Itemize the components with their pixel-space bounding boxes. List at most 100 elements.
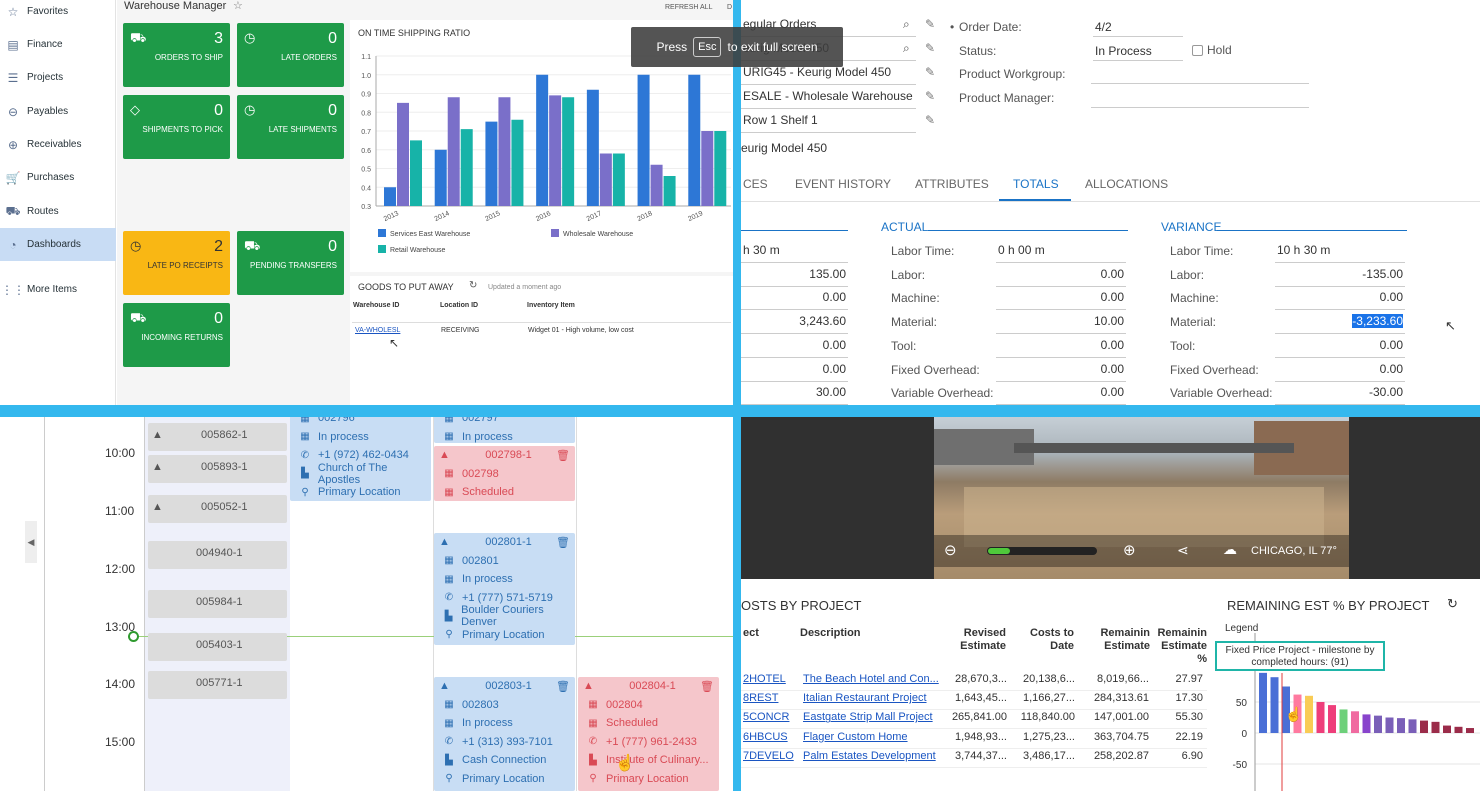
bar[interactable] bbox=[714, 131, 727, 206]
bar[interactable] bbox=[1362, 714, 1371, 733]
bar[interactable] bbox=[637, 74, 650, 206]
bar[interactable] bbox=[1351, 711, 1359, 733]
actual-value[interactable]: 0 h 00 m bbox=[996, 243, 1126, 263]
variance-value[interactable]: 0.00 bbox=[1275, 362, 1405, 382]
bar[interactable] bbox=[650, 164, 663, 206]
zoom-out-icon[interactable]: ⊖ bbox=[944, 542, 957, 559]
appointment-gray[interactable]: 004940-1 bbox=[148, 541, 287, 569]
refresh-icon[interactable]: ↻ bbox=[1447, 596, 1458, 611]
bar[interactable] bbox=[434, 149, 447, 206]
refresh-icon[interactable]: ↻ bbox=[469, 280, 478, 291]
actual-value[interactable]: 0.00 bbox=[996, 338, 1126, 358]
variance-value[interactable]: -30.00 bbox=[1275, 385, 1405, 405]
appointment-gray[interactable]: 005984-1 bbox=[148, 590, 287, 618]
project-description-link[interactable]: Eastgate Strip Mall Project bbox=[803, 711, 933, 724]
actual-value[interactable]: 0.00 bbox=[996, 362, 1126, 382]
bar[interactable] bbox=[1339, 709, 1348, 733]
tab-attributes[interactable]: ATTRIBUTES bbox=[915, 177, 989, 191]
order-date-field[interactable]: 4/2 bbox=[1093, 17, 1183, 37]
estimated-value[interactable]: 30.00 bbox=[741, 385, 848, 405]
appointment-card[interactable]: ▲ 002798-1 🗑 ▦ 002798 ▦ Scheduled bbox=[434, 446, 575, 501]
location-field[interactable]: Row 1 Shelf 1 bbox=[741, 113, 916, 133]
tab-event-history[interactable]: EVENT HISTORY bbox=[795, 177, 892, 191]
goods-header-location[interactable]: Location ID bbox=[440, 302, 479, 309]
sidebar-item-receivables[interactable]: ⊕ Receivables bbox=[0, 128, 116, 161]
tile-late-po-receipts[interactable]: ◷ 2 LATE PO RECEIPTS bbox=[123, 231, 230, 295]
costs-header-remaining-pct[interactable]: Remainin Estimate % bbox=[1157, 627, 1207, 666]
manager-field[interactable] bbox=[1091, 88, 1309, 108]
appointment-card[interactable]: ▦ 002797 ▦ In process bbox=[434, 417, 575, 443]
goods-warehouse-link[interactable]: VA-WHOLESL bbox=[355, 327, 401, 334]
costs-header-description[interactable]: Description bbox=[800, 627, 861, 639]
edit-icon[interactable]: ✎ bbox=[925, 89, 936, 103]
bar[interactable] bbox=[1454, 726, 1463, 733]
delete-icon[interactable]: 🗑 bbox=[556, 680, 570, 693]
estimated-value[interactable]: 0.00 bbox=[741, 338, 848, 358]
bar[interactable] bbox=[1385, 717, 1394, 734]
variance-value[interactable]: -3,233.60 bbox=[1275, 314, 1405, 335]
project-description-link[interactable]: Palm Estates Development bbox=[803, 749, 936, 762]
sidebar-item-projects[interactable]: ☰ Projects bbox=[0, 61, 116, 94]
share-icon[interactable]: ⋖ bbox=[1177, 542, 1189, 558]
tile-pending-transfers[interactable]: ⛟ 0 PENDING TRANSFERS bbox=[237, 231, 344, 295]
edit-icon[interactable]: ✎ bbox=[925, 113, 936, 127]
search-icon[interactable]: ⌕ bbox=[903, 17, 910, 31]
bar[interactable] bbox=[701, 131, 714, 206]
zoom-in-icon[interactable]: ⊕ bbox=[1123, 542, 1136, 559]
tab-prices[interactable]: CES bbox=[743, 177, 768, 191]
appointment-gray[interactable]: 005403-1 bbox=[148, 633, 287, 661]
bar[interactable] bbox=[612, 153, 625, 207]
refresh-all-button[interactable]: REFRESH ALL bbox=[665, 4, 713, 11]
appointment-card[interactable]: ▲ 002801-1 🗑 ▦ 002801 ▦ In process ✆ +1 (777)… bbox=[434, 533, 575, 645]
variance-value[interactable]: 10 h 30 m bbox=[1275, 243, 1405, 263]
actual-value[interactable]: 0.00 bbox=[996, 267, 1126, 287]
favorite-star-icon[interactable]: ☆ bbox=[233, 0, 243, 12]
tile-orders-to-ship[interactable]: ⛟ 3 ORDERS TO SHIP bbox=[123, 23, 230, 87]
project-id-link[interactable]: 5CONCR bbox=[743, 711, 790, 724]
costs-header-costs[interactable]: Costs to Date bbox=[1030, 627, 1074, 653]
bar[interactable] bbox=[485, 121, 498, 206]
sidebar-item-dashboards[interactable]: ◔ Dashboards bbox=[0, 228, 116, 261]
project-id-link[interactable]: 2HOTEL bbox=[743, 673, 786, 685]
appointment-card[interactable]: ▦ 002796 ▦ In process ✆ +1 (972) 462-0434 ▙… bbox=[290, 417, 431, 501]
delete-icon[interactable]: 🗑 bbox=[700, 680, 714, 693]
bar[interactable] bbox=[599, 153, 612, 207]
bar[interactable] bbox=[1443, 725, 1451, 733]
bar[interactable] bbox=[562, 97, 575, 206]
project-description-link[interactable]: The Beach Hotel and Con... bbox=[803, 673, 939, 685]
warehouse-field[interactable]: ESALE - Wholesale Warehouse bbox=[741, 89, 916, 109]
estimated-value[interactable]: 3,243.60 bbox=[741, 314, 848, 335]
bar[interactable] bbox=[1282, 686, 1290, 734]
bar[interactable] bbox=[1420, 720, 1428, 733]
goods-header-warehouse[interactable]: Warehouse ID bbox=[353, 302, 400, 309]
bar[interactable] bbox=[511, 119, 524, 206]
appointment-gray[interactable]: ▲ 005893-1 bbox=[148, 455, 287, 483]
variance-value[interactable]: -135.00 bbox=[1275, 267, 1405, 287]
search-icon[interactable]: ⌕ bbox=[903, 41, 910, 55]
appointment-gray[interactable]: ▲ 005052-1 bbox=[148, 495, 287, 523]
appointment-card[interactable]: ▲ 002803-1 🗑 ▦ 002803 ▦ In process ✆ +1 (313)… bbox=[434, 677, 575, 791]
bar[interactable] bbox=[586, 89, 599, 206]
edit-icon[interactable]: ✎ bbox=[925, 65, 936, 79]
edit-icon[interactable]: ✎ bbox=[925, 17, 936, 31]
sidebar-item-favorites[interactable]: ☆ Favorites bbox=[0, 0, 116, 28]
bar[interactable] bbox=[397, 102, 409, 206]
bar[interactable] bbox=[1397, 718, 1405, 733]
estimated-value[interactable]: 135.00 bbox=[741, 267, 848, 287]
bar[interactable] bbox=[536, 74, 549, 206]
tile-late-shipments[interactable]: ◷ 0 LATE SHIPMENTS bbox=[237, 95, 344, 159]
status-field[interactable]: In Process bbox=[1093, 41, 1183, 61]
bar[interactable] bbox=[1270, 677, 1279, 733]
variance-value[interactable]: 0.00 bbox=[1275, 290, 1405, 311]
variance-value[interactable]: 0.00 bbox=[1275, 338, 1405, 358]
sidebar-item-routes[interactable]: ⛟ Routes bbox=[0, 195, 116, 228]
delete-icon[interactable]: 🗑 bbox=[556, 449, 570, 462]
costs-header-remaining[interactable]: Remainin Estimate bbox=[1100, 627, 1150, 653]
tab-allocations[interactable]: ALLOCATIONS bbox=[1085, 177, 1169, 191]
actual-value[interactable]: 10.00 bbox=[996, 314, 1126, 335]
estimated-value[interactable]: 0.00 bbox=[741, 362, 848, 382]
costs-header-revised[interactable]: Revised Estimate bbox=[960, 627, 1006, 653]
goods-header-item[interactable]: Inventory Item bbox=[527, 302, 575, 309]
estimated-value[interactable]: 0.00 bbox=[741, 290, 848, 311]
bar[interactable] bbox=[688, 74, 701, 206]
